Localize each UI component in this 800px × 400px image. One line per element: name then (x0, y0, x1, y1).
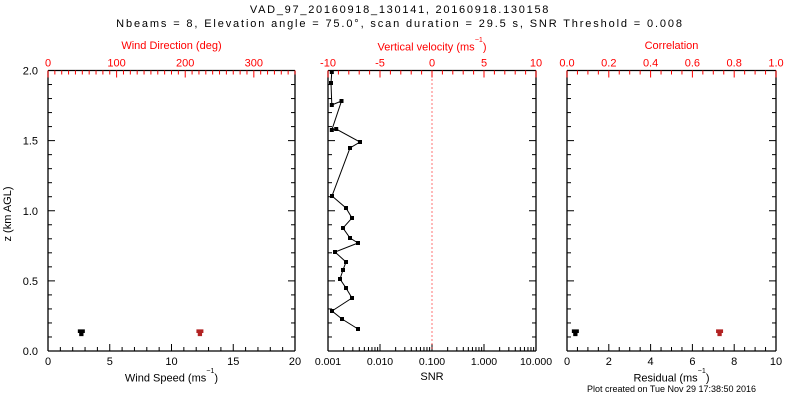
svg-text:0.100: 0.100 (419, 356, 445, 368)
svg-text:10: 10 (530, 58, 542, 70)
svg-text:0.4: 0.4 (643, 58, 658, 70)
svg-text:2.0: 2.0 (23, 66, 38, 78)
svg-text:200: 200 (176, 58, 194, 70)
svg-text:0.0: 0.0 (23, 346, 38, 358)
svg-text:300: 300 (245, 58, 263, 70)
svg-text:0: 0 (45, 58, 51, 70)
svg-text:-5: -5 (375, 58, 385, 70)
svg-text:0.2: 0.2 (601, 58, 616, 70)
svg-text:0: 0 (45, 356, 51, 368)
svg-text:6: 6 (689, 356, 695, 368)
svg-text:5: 5 (107, 356, 113, 368)
svg-text:1.0: 1.0 (768, 58, 783, 70)
svg-text:10: 10 (165, 356, 177, 368)
svg-text:0.010: 0.010 (367, 356, 393, 368)
svg-text:0: 0 (564, 356, 570, 368)
svg-text:1.000: 1.000 (471, 356, 497, 368)
svg-text:0.001: 0.001 (315, 356, 341, 368)
svg-text:5: 5 (481, 58, 487, 70)
svg-text:0: 0 (429, 58, 435, 70)
svg-text:0.0: 0.0 (559, 58, 574, 70)
svg-text:15: 15 (227, 356, 239, 368)
svg-text:20: 20 (289, 356, 301, 368)
svg-text:2: 2 (606, 356, 612, 368)
svg-text:10: 10 (770, 356, 782, 368)
svg-text:10.000: 10.000 (520, 356, 552, 368)
svg-text:0.5: 0.5 (23, 276, 38, 288)
svg-text:0.8: 0.8 (727, 58, 742, 70)
svg-text:-10: -10 (320, 58, 336, 70)
svg-text:1.0: 1.0 (23, 206, 38, 218)
svg-text:1.5: 1.5 (23, 136, 38, 148)
svg-text:8: 8 (731, 356, 737, 368)
svg-text:100: 100 (107, 58, 125, 70)
svg-text:4: 4 (648, 356, 654, 368)
svg-text:0.6: 0.6 (685, 58, 700, 70)
